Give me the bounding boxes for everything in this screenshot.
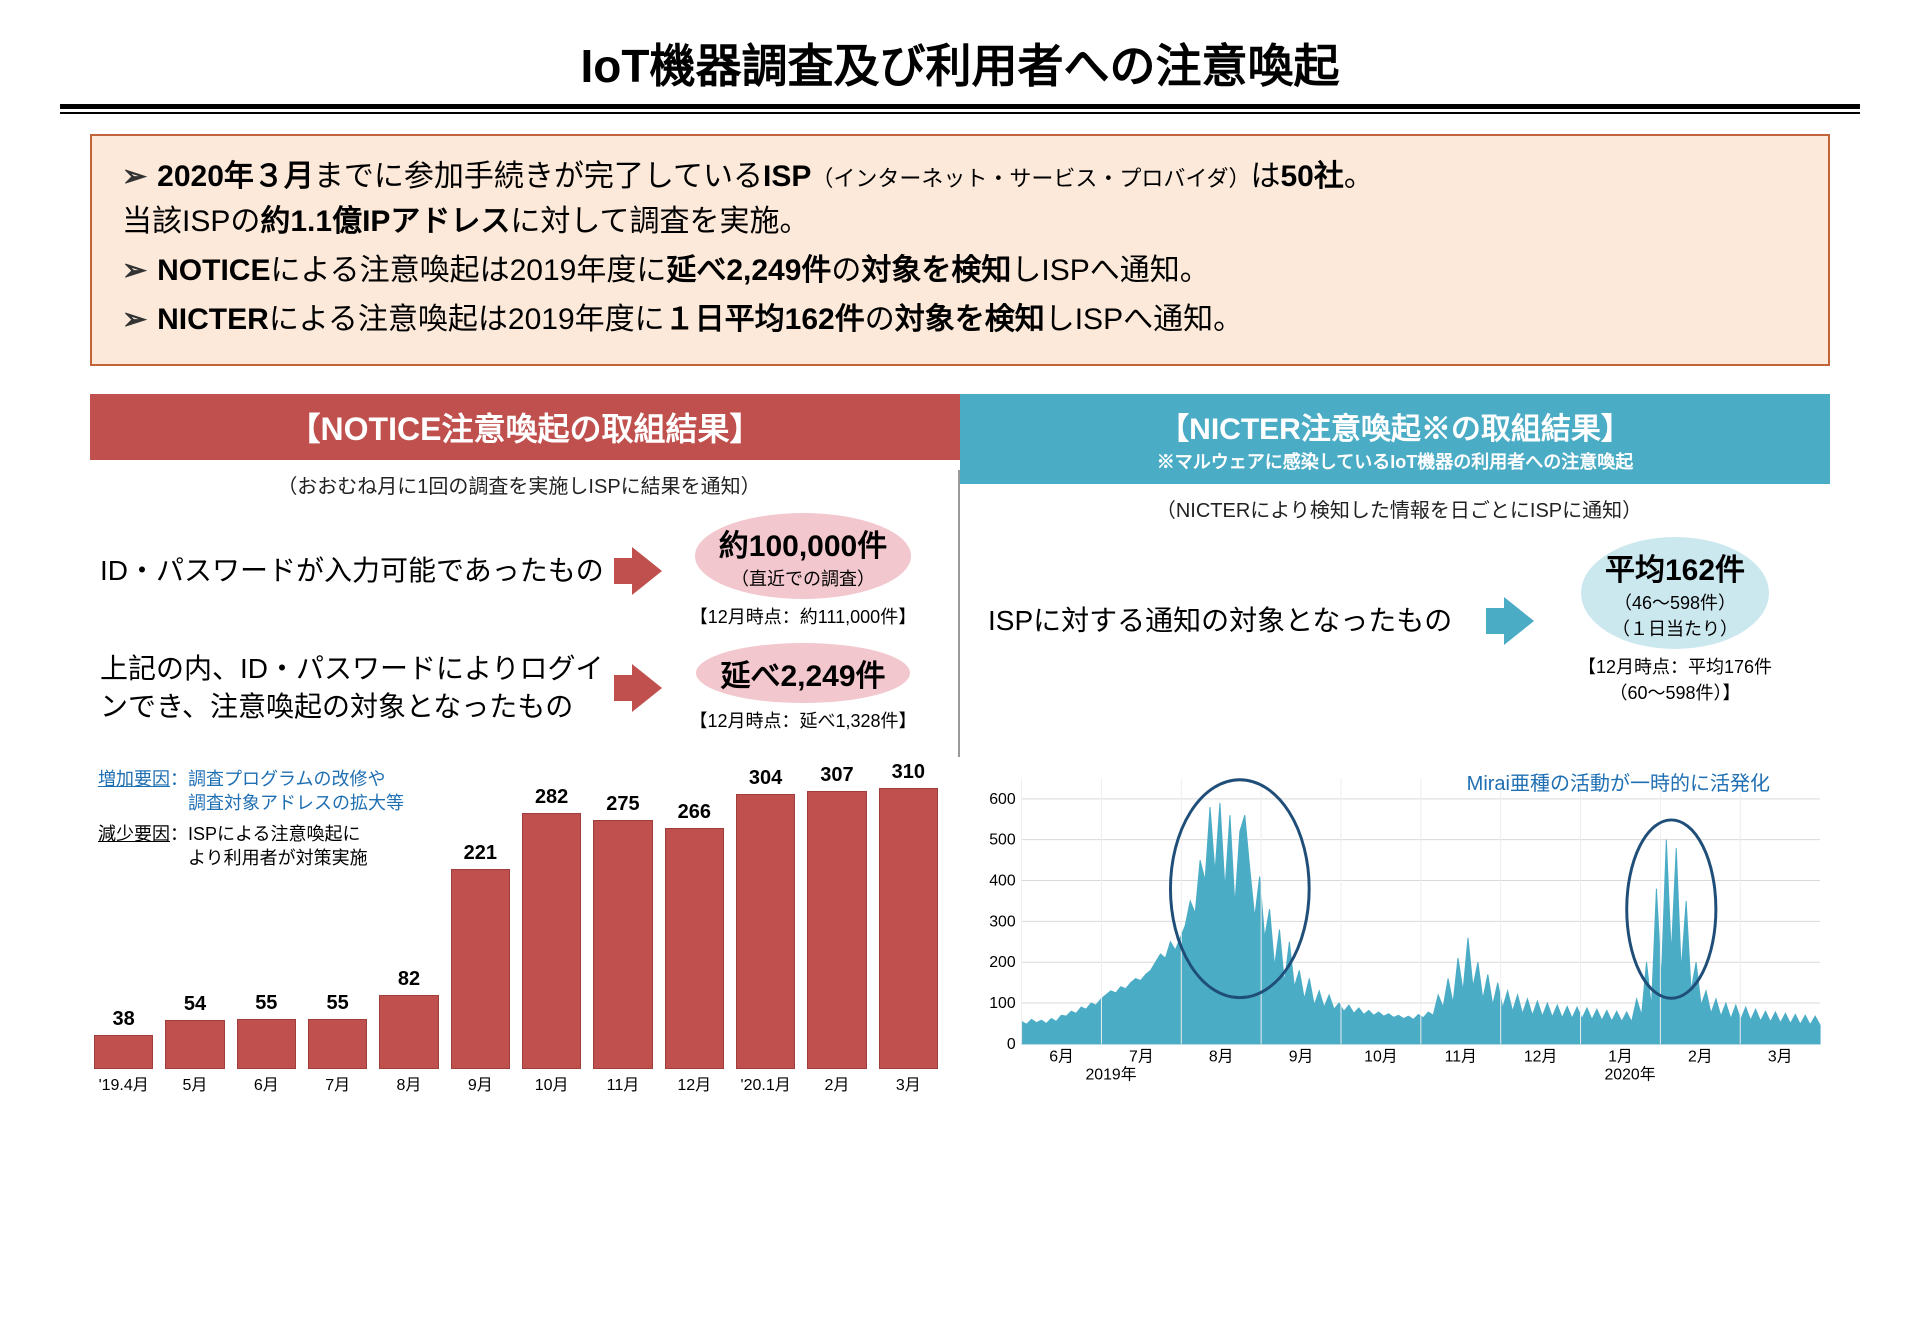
panel-notice: 【NOTICE注意喚起の取組結果】 （おおむね月に1回の調査を実施しISPに結果… <box>90 394 960 757</box>
summary-item: ➢NOTICEによる注意喚起は2019年度に延べ2,249件の対象を検知しISP… <box>122 248 1798 293</box>
bar: 55 <box>237 992 296 1069</box>
panel-notice-header: 【NOTICE注意喚起の取組結果】 <box>90 394 960 460</box>
svg-text:300: 300 <box>989 913 1016 930</box>
stat-desc: ISPに対する通知の対象となったもの <box>988 602 1500 640</box>
bar: 54 <box>165 993 224 1069</box>
summary-list: ➢2020年３月までに参加手続きが完了しているISP（インターネット・サービス・… <box>122 154 1798 342</box>
panel-nicter-header-sub: ※マルウェアに感染しているIoT機器の利用者への注意喚起 <box>968 448 1822 474</box>
bar-xlabel: 6月 <box>237 1071 296 1095</box>
svg-text:200: 200 <box>989 954 1016 971</box>
summary-item: ➢2020年３月までに参加手続きが完了しているISP（インターネット・サービス・… <box>122 154 1798 244</box>
panel-nicter-header: 【NICTER注意喚起※の取組結果】 ※マルウェアに感染しているIoT機器の利用… <box>960 394 1830 484</box>
svg-text:400: 400 <box>989 872 1016 889</box>
line-chart-annotation: Mirai亜種の活動が一時的に活発化 <box>1467 767 1770 796</box>
svg-text:10月: 10月 <box>1364 1049 1397 1066</box>
stat-desc: ID・パスワードが入力可能であったもの <box>100 552 628 590</box>
svg-text:11月: 11月 <box>1445 1049 1477 1066</box>
stat-badge: 約100,000件（直近での調査）【12月時点：約111,000件】 <box>668 513 938 629</box>
bar: 310 <box>879 761 938 1069</box>
arrow-icon <box>632 664 662 712</box>
bar-chart: 増加要因：調査プログラムの改修や 調査対象アドレスの拡大等 減少要因：ISPによ… <box>90 767 942 1095</box>
title-underline <box>60 104 1860 114</box>
arrow-icon <box>1504 597 1534 645</box>
summary-box: ➢2020年３月までに参加手続きが完了しているISP（インターネット・サービス・… <box>90 134 1830 366</box>
charts-row: 増加要因：調査プログラムの改修や 調査対象アドレスの拡大等 減少要因：ISPによ… <box>90 767 1830 1095</box>
line-chart: Mirai亜種の活動が一時的に活発化 0 100 200 300 400 500 600 6月… <box>978 767 1830 1095</box>
bar-xlabel: 2月 <box>807 1071 866 1095</box>
panel-nicter-sub: （NICTERにより検知した情報を日ごとにISPに通知） <box>988 494 1810 523</box>
svg-text:3月: 3月 <box>1768 1049 1793 1066</box>
bar: 82 <box>379 968 438 1069</box>
stat-row: 上記の内、ID・パスワードによりログインでき、注意喚起の対象となったもの延べ2,… <box>100 643 938 733</box>
bar: 221 <box>451 842 510 1069</box>
factor-increase-label: 増加要因 <box>98 769 170 789</box>
page-title: IoT機器調査及び利用者への注意喚起 <box>60 30 1860 96</box>
bar-xlabel: 7月 <box>308 1071 367 1095</box>
svg-text:6月: 6月 <box>1049 1049 1074 1066</box>
bar-chart-factors: 増加要因：調査プログラムの改修や 調査対象アドレスの拡大等 減少要因：ISPによ… <box>98 767 404 870</box>
bar: 266 <box>665 801 724 1069</box>
bar: 304 <box>736 767 795 1070</box>
bar: 38 <box>94 1008 153 1069</box>
stat-badge: 延べ2,249件【12月時点：延べ1,328件】 <box>668 643 938 733</box>
panel-nicter: 【NICTER注意喚起※の取組結果】 ※マルウェアに感染しているIoT機器の利用… <box>960 394 1830 757</box>
bar-xlabel: 9月 <box>451 1071 510 1095</box>
svg-text:2月: 2月 <box>1688 1049 1713 1066</box>
stat-row: ISPに対する通知の対象となったもの 平均162件（46～598件）（１日当たり）… <box>988 537 1810 705</box>
bar-xlabel: '19.4月 <box>94 1071 153 1095</box>
bar: 307 <box>807 764 866 1069</box>
bar: 55 <box>308 992 367 1069</box>
bar: 282 <box>522 786 581 1069</box>
factor-decrease-label: 減少要因 <box>98 824 170 844</box>
bar-xlabel: 8月 <box>379 1071 438 1095</box>
svg-text:500: 500 <box>989 832 1016 849</box>
svg-text:1月: 1月 <box>1608 1049 1633 1066</box>
panel-notice-sub: （おおむね月に1回の調査を実施しISPに結果を通知） <box>100 470 938 499</box>
stat-desc: 上記の内、ID・パスワードによりログインでき、注意喚起の対象となったもの <box>100 650 628 726</box>
bar-xlabel: 12月 <box>665 1071 724 1095</box>
bar: 275 <box>593 793 652 1069</box>
stat-badge: 平均162件（46～598件）（１日当たり）【12月時点：平均176件（60～5… <box>1540 537 1810 705</box>
svg-text:0: 0 <box>1007 1036 1016 1053</box>
bar-xlabel: 10月 <box>522 1071 581 1095</box>
arrow-icon <box>632 547 662 595</box>
stat-row: ID・パスワードが入力可能であったもの 約100,000件（直近での調査）【12月… <box>100 513 938 629</box>
panels: 【NOTICE注意喚起の取組結果】 （おおむね月に1回の調査を実施しISPに結果… <box>90 394 1830 757</box>
svg-text:8月: 8月 <box>1209 1049 1234 1066</box>
svg-text:9月: 9月 <box>1289 1049 1314 1066</box>
svg-text:600: 600 <box>989 791 1016 808</box>
bar-xlabel: 5月 <box>165 1071 224 1095</box>
svg-text:2019年: 2019年 <box>1085 1066 1136 1084</box>
bar-xlabel: 3月 <box>879 1071 938 1095</box>
bar-xlabel: '20.1月 <box>736 1071 795 1095</box>
summary-item: ➢NICTERによる注意喚起は2019年度に１日平均162件の対象を検知しISP… <box>122 297 1798 342</box>
bar-xlabel: 11月 <box>593 1071 652 1095</box>
panel-nicter-header-main: 【NICTER注意喚起※の取組結果】 <box>968 404 1822 448</box>
svg-text:100: 100 <box>989 995 1016 1012</box>
svg-text:12月: 12月 <box>1524 1049 1557 1066</box>
svg-text:7月: 7月 <box>1129 1049 1154 1066</box>
svg-text:2020年: 2020年 <box>1604 1066 1655 1084</box>
